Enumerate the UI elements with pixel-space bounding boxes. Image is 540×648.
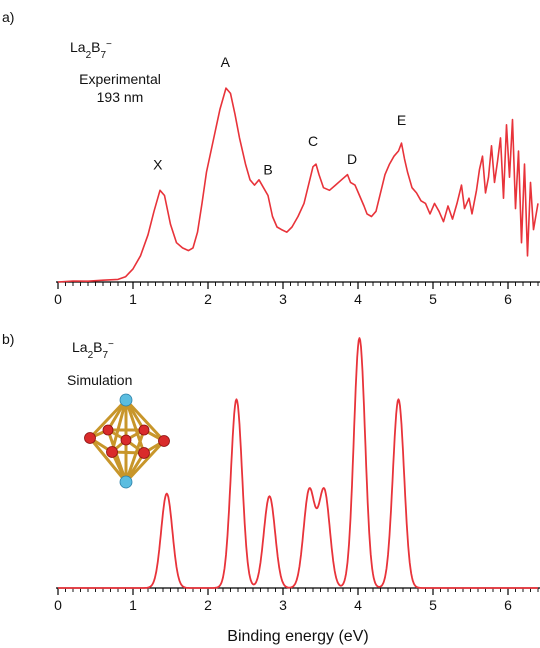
panel-a-tick-labels: 0 1 2 3 4 5 6 bbox=[54, 291, 512, 307]
peak-label-b: B bbox=[263, 162, 272, 178]
peak-label-a: A bbox=[221, 54, 231, 70]
x-tick-label-a: 0 bbox=[54, 291, 62, 307]
panel-a-annotation-line1: Experimental bbox=[79, 71, 161, 87]
peak-label-d: D bbox=[347, 151, 357, 167]
x-tick-label-a: 5 bbox=[429, 291, 437, 307]
x-tick-label-b: 0 bbox=[54, 597, 62, 613]
peak-label-e: E bbox=[397, 112, 406, 128]
panel-a-annotation-line2: 193 nm bbox=[97, 89, 144, 105]
x-tick-label-a: 2 bbox=[204, 291, 212, 307]
panel-b-annotation: Simulation bbox=[67, 372, 132, 388]
x-tick-label-b: 4 bbox=[354, 597, 362, 613]
cluster-structure-illustration bbox=[84, 393, 170, 489]
peak-label-c: C bbox=[308, 133, 318, 149]
x-axis-label: Binding energy (eV) bbox=[227, 628, 368, 645]
x-tick-label-b: 5 bbox=[429, 597, 437, 613]
panel-b-label: b) bbox=[2, 331, 14, 347]
x-tick-label-a: 3 bbox=[279, 291, 287, 307]
panel-b-molecule: La2B7− bbox=[72, 339, 114, 361]
x-tick-label-a: 4 bbox=[354, 291, 362, 307]
x-tick-label-b: 1 bbox=[129, 597, 137, 613]
peak-label-x: X bbox=[153, 156, 163, 172]
panel-a-label: a) bbox=[2, 9, 14, 25]
x-tick-label-b: 3 bbox=[279, 597, 287, 613]
panel-b-ticks bbox=[57, 588, 539, 595]
panel-a-molecule: La2B7− bbox=[70, 39, 112, 61]
x-tick-label-b: 6 bbox=[504, 597, 512, 613]
panel-a-ticks bbox=[57, 282, 539, 289]
panel-a-peak-labels: X A B C D E bbox=[153, 54, 406, 177]
x-tick-label-b: 2 bbox=[204, 597, 212, 613]
panel-b-tick-labels: 0 1 2 3 4 5 6 bbox=[54, 597, 512, 613]
x-tick-label-a: 1 bbox=[129, 291, 137, 307]
panel-b-simulation-line bbox=[57, 337, 539, 589]
x-tick-label-a: 6 bbox=[504, 291, 512, 307]
panel-a-spectrum-line bbox=[57, 87, 539, 283]
